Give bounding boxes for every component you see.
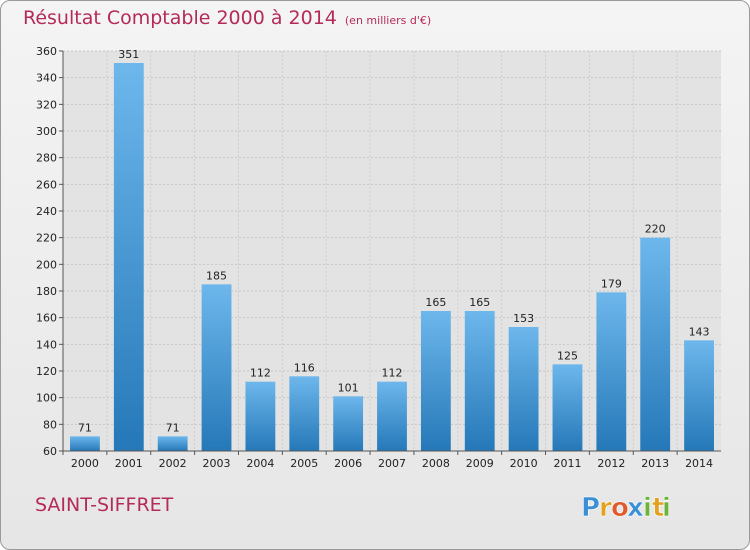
- bar-2011: [552, 364, 583, 451]
- bar-2006: [333, 396, 364, 451]
- x-tick-label-2010: 2010: [510, 457, 538, 470]
- value-label-2013: 220: [645, 223, 666, 236]
- value-label-2005: 116: [294, 361, 315, 374]
- y-tick-label: 80: [43, 418, 57, 431]
- chart-title: Résultat Comptable 2000 à 2014 (en millie…: [23, 7, 431, 29]
- logo-letter: x: [627, 493, 644, 523]
- y-tick-label: 260: [36, 178, 57, 191]
- bar-2005: [289, 376, 320, 451]
- value-label-2009: 165: [469, 296, 490, 309]
- x-tick-label-2005: 2005: [290, 457, 318, 470]
- y-tick-label: 220: [36, 232, 57, 245]
- x-tick-label-2007: 2007: [378, 457, 406, 470]
- bar-2010: [508, 327, 539, 451]
- bar-2007: [377, 381, 407, 451]
- y-tick-label: 240: [36, 205, 57, 218]
- x-tick-label-2011: 2011: [553, 457, 581, 470]
- value-label-2014: 143: [689, 325, 710, 338]
- bar-2009: [464, 311, 495, 451]
- y-tick-label: 60: [43, 445, 57, 458]
- bar-2013: [640, 237, 671, 451]
- x-tick-label-2001: 2001: [115, 457, 143, 470]
- value-label-2012: 179: [601, 277, 622, 290]
- logo-letter: i: [662, 493, 671, 523]
- y-tick-label: 180: [36, 285, 57, 298]
- value-label-2001: 351: [118, 48, 139, 61]
- value-label-2006: 101: [338, 381, 359, 394]
- bar-2008: [420, 311, 451, 451]
- chart-subtitle: (en milliers d'€): [344, 14, 432, 27]
- x-tick-label-2009: 2009: [466, 457, 494, 470]
- value-labels: 71 351 71 185 112 116 101 112 165 165 153 125 179 220…: [78, 48, 710, 434]
- logo-letter: o: [611, 493, 629, 523]
- value-label-2000: 71: [78, 421, 92, 434]
- x-tick-label-2000: 2000: [71, 457, 99, 470]
- value-label-2011: 125: [557, 349, 578, 362]
- x-tick-label-2003: 2003: [203, 457, 231, 470]
- x-tick-label-2012: 2012: [597, 457, 625, 470]
- value-label-2002: 71: [166, 421, 180, 434]
- bar-2000: [70, 436, 100, 451]
- y-tick-label: 200: [36, 258, 57, 271]
- x-tick-label-2006: 2006: [334, 457, 362, 470]
- value-label-2007: 112: [382, 367, 403, 380]
- logo-letter: r: [599, 493, 612, 523]
- x-tick-label-2004: 2004: [246, 457, 274, 470]
- x-tick-label-2013: 2013: [641, 457, 669, 470]
- y-tick-label: 320: [36, 98, 57, 111]
- value-label-2010: 153: [513, 312, 534, 325]
- logo-letter: t: [652, 493, 664, 523]
- axes: 60 80 100 120 140 160 180 200 220 240 260 280 300 320…: [36, 45, 721, 470]
- x-tick-label-2008: 2008: [422, 457, 450, 470]
- y-tick-label: 300: [36, 125, 57, 138]
- y-tick-label: 140: [36, 338, 57, 351]
- bars: [70, 63, 714, 451]
- logo-letter: P: [581, 493, 600, 523]
- bar-2001: [113, 63, 144, 451]
- y-tick-label: 160: [36, 312, 57, 325]
- value-label-2004: 112: [250, 367, 271, 380]
- bar-2014: [684, 340, 714, 451]
- value-label-2003: 185: [206, 269, 227, 282]
- proxiti-logo-mark: Pr ox i ti: [581, 493, 672, 524]
- y-tick-label: 280: [36, 152, 57, 165]
- y-tick-label: 120: [36, 365, 57, 378]
- x-tick-label-2014: 2014: [685, 457, 713, 470]
- bar-2002: [157, 436, 188, 451]
- value-label-2008: 165: [425, 296, 446, 309]
- y-tick-label: 360: [36, 45, 57, 58]
- chart-title-text: Résultat Comptable 2000 à 2014: [23, 7, 337, 29]
- bar-2012: [596, 292, 627, 451]
- y-tick-label: 100: [36, 392, 57, 405]
- logo-letter: i: [643, 493, 652, 523]
- y-tick-label: 340: [36, 72, 57, 85]
- bar-2003: [201, 284, 232, 451]
- location-name: SAINT-SIFFRET: [35, 494, 174, 516]
- bar-2004: [245, 381, 276, 451]
- x-tick-label-2002: 2002: [159, 457, 187, 470]
